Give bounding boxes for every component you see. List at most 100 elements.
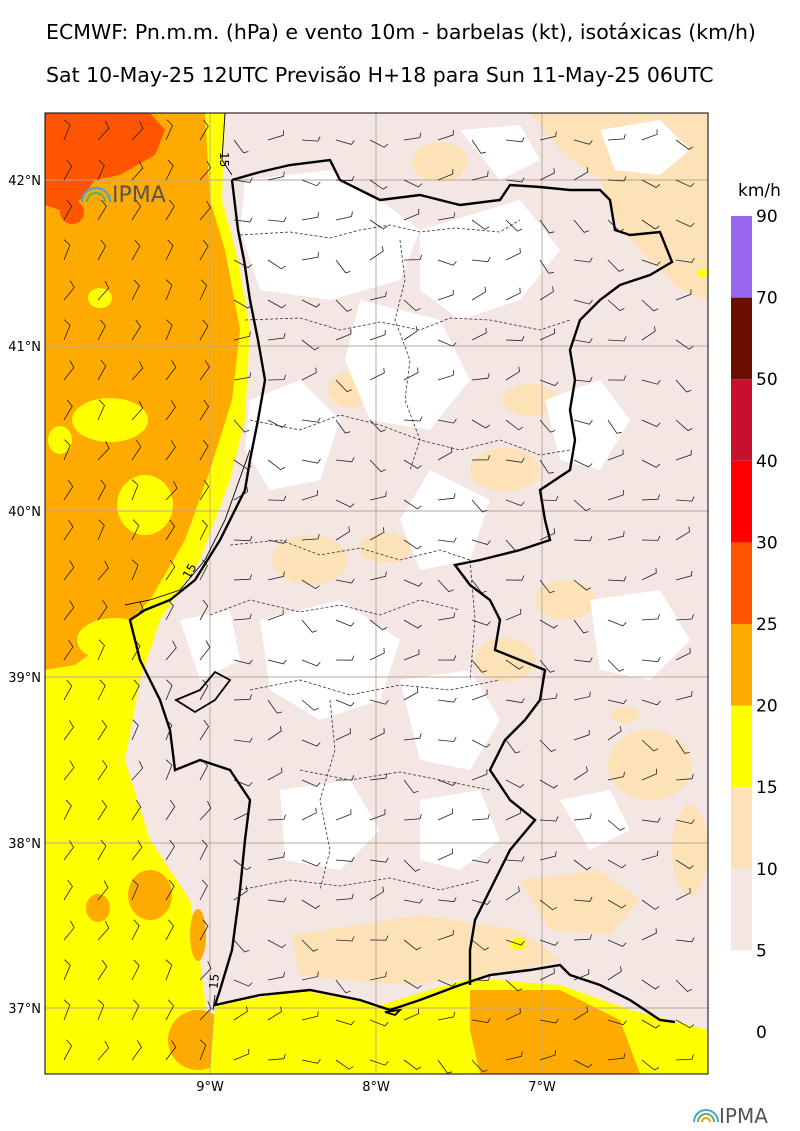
wind-barb xyxy=(97,479,107,501)
wind-barb xyxy=(369,699,389,705)
wind-barb xyxy=(607,259,624,272)
wind-barb xyxy=(675,614,694,621)
wind-barb xyxy=(641,1019,660,1029)
wind-barb xyxy=(97,441,110,461)
wind-barb xyxy=(233,613,252,621)
wind-barb xyxy=(573,167,589,181)
wind-barb xyxy=(335,328,352,341)
wind-barb xyxy=(641,739,659,752)
ipma-wave-icon xyxy=(80,186,112,203)
wind-barb xyxy=(675,179,695,188)
wind-barb xyxy=(30,640,39,660)
wind-barb xyxy=(403,733,422,741)
wind-barb xyxy=(63,319,71,341)
footer-logo-text: IPMA xyxy=(719,1104,768,1128)
wind-barb xyxy=(471,499,488,513)
colorbar-level-label: 0 xyxy=(756,1023,767,1043)
wind-barb xyxy=(675,526,691,541)
colorbar-level-label: 50 xyxy=(756,370,778,390)
wind-barb xyxy=(505,739,521,754)
wind-barb xyxy=(607,576,627,582)
wind-barb xyxy=(301,299,321,308)
wind-barb xyxy=(165,480,178,501)
lon-label: 8°W xyxy=(362,1080,390,1095)
wind-barb xyxy=(233,659,253,665)
wind-barb xyxy=(539,899,558,911)
wind-barb xyxy=(573,813,592,821)
wind-barb xyxy=(607,899,627,909)
wind-barb xyxy=(335,419,351,434)
wind-barb xyxy=(97,719,108,741)
wind-barb xyxy=(675,1019,695,1029)
longitude-labels: 9°W 8°W 7°W xyxy=(196,1080,556,1095)
wind-barb xyxy=(369,246,384,261)
wind-barb xyxy=(641,979,660,990)
colorbar-unit: km/h xyxy=(738,181,781,201)
wind-barb xyxy=(540,92,556,101)
wind-barb xyxy=(233,1048,250,1061)
wind-barb xyxy=(437,370,454,381)
colorbar-segment xyxy=(731,542,752,624)
wind-barb xyxy=(131,239,141,261)
wind-barb xyxy=(641,1059,660,1071)
wind-barb xyxy=(437,848,454,861)
wind-barb xyxy=(437,612,456,621)
wind-barb xyxy=(301,807,317,821)
wind-barb xyxy=(505,419,524,431)
wind-barb xyxy=(131,400,144,421)
plot-frame xyxy=(44,112,709,1075)
wind-barb xyxy=(199,439,209,461)
lon-label: 9°W xyxy=(196,1080,224,1095)
wind-barb xyxy=(335,728,351,741)
wind-barb xyxy=(335,856,355,862)
colorbar-level-label: 70 xyxy=(756,289,778,309)
wind-barb xyxy=(131,279,140,301)
wind-barb xyxy=(369,809,386,821)
wind-barb xyxy=(471,286,487,301)
wind-barb xyxy=(301,458,321,464)
lat-label: 38°N xyxy=(8,837,41,852)
wind-barb xyxy=(97,1040,110,1061)
wind-barb xyxy=(471,689,488,701)
wind-barb xyxy=(233,177,253,183)
wind-barb xyxy=(505,219,523,232)
wind-barb xyxy=(641,817,661,823)
wind-barb xyxy=(675,257,695,263)
wind-barb xyxy=(63,920,75,941)
wind-barb xyxy=(505,608,522,621)
wind-barb xyxy=(539,528,555,541)
wind-barb xyxy=(233,459,252,470)
wind-barb xyxy=(30,120,37,140)
graticule xyxy=(45,113,708,1074)
wind-barb xyxy=(403,1008,420,1021)
wind-barb xyxy=(97,120,110,141)
wind-barb xyxy=(505,856,525,862)
wind-barbs xyxy=(30,92,695,1074)
wind-barb xyxy=(471,139,486,154)
wind-barb xyxy=(63,479,74,501)
wind-barb xyxy=(403,779,419,794)
wind-barb xyxy=(165,440,176,461)
wind-barb xyxy=(165,360,177,381)
wind-barb xyxy=(369,1019,389,1027)
wind-barb xyxy=(267,726,282,741)
wind-barb xyxy=(607,336,627,342)
wind-barb xyxy=(539,131,557,141)
wind-barb xyxy=(30,521,41,540)
wind-barb xyxy=(471,739,491,748)
wind-barb xyxy=(607,375,627,381)
wind-barb xyxy=(574,100,592,107)
wind-barb xyxy=(369,329,386,341)
wind-barb xyxy=(63,560,75,581)
wind-barb xyxy=(30,761,40,780)
wind-barb xyxy=(607,819,625,831)
wind-barb xyxy=(131,600,144,621)
wind-barb xyxy=(505,779,525,788)
wind-barb xyxy=(437,493,456,501)
wind-barb xyxy=(437,129,454,141)
wind-barb xyxy=(403,979,422,989)
wind-barb xyxy=(30,360,38,380)
wind-barb xyxy=(267,659,287,665)
wind-barb xyxy=(641,850,659,861)
wind-barb xyxy=(471,813,490,821)
